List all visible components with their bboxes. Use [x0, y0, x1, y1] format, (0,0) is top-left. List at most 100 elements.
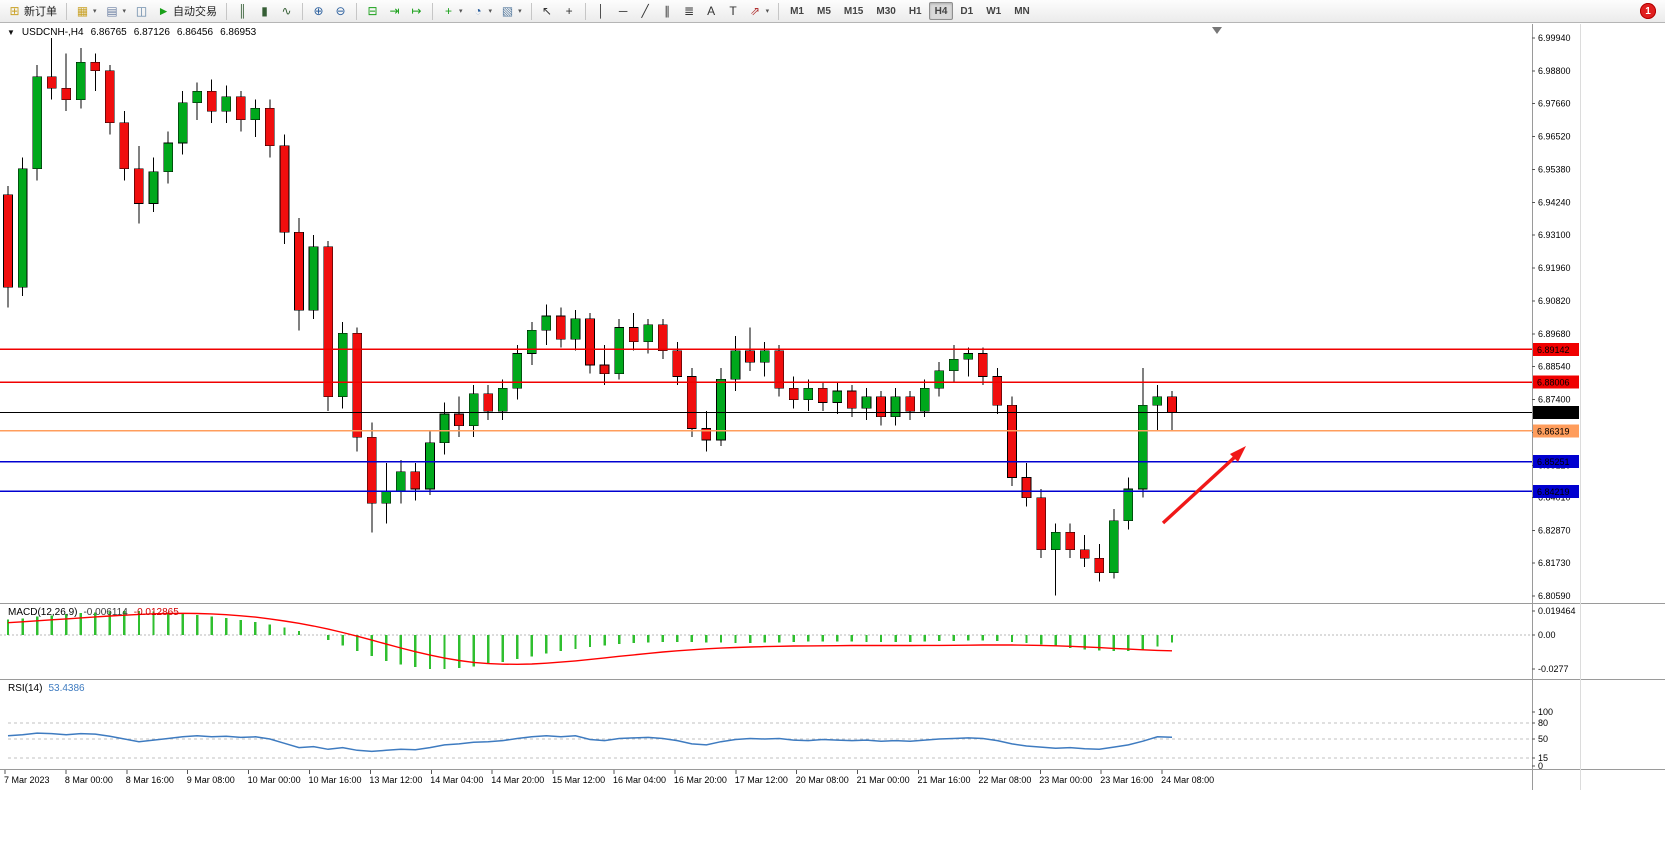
- macd-signal-line: [7, 612, 1173, 666]
- timeframe-mn-button-label: MN: [1014, 5, 1030, 17]
- price-tick-label: 6.88540: [1538, 362, 1571, 372]
- vline-icon: │: [597, 4, 605, 18]
- svg-text:6.85251: 6.85251: [1537, 457, 1570, 467]
- rsi-line: [7, 732, 1173, 753]
- price-tick-label: 6.90820: [1538, 296, 1571, 306]
- bar-chart-button[interactable]: ║: [232, 1, 253, 21]
- timeframe-d1-button-label: D1: [960, 5, 974, 17]
- price-label-chip: 6.85251: [1533, 455, 1579, 469]
- chart-open-value: 6.86765: [90, 27, 127, 38]
- toolbar-separator: [778, 2, 780, 20]
- trend-arrow[interactable]: [1161, 446, 1246, 525]
- vertical-line-button[interactable]: │: [591, 1, 612, 21]
- arrows-button[interactable]: ⇗ ▾: [745, 1, 774, 21]
- timeframe-mn-button[interactable]: MN: [1008, 2, 1036, 20]
- rsi-indicator-label: RSI(14) 53.4386: [8, 683, 85, 694]
- price-label-chip: 6.84219: [1533, 484, 1579, 498]
- cursor-button[interactable]: ↖: [537, 1, 558, 21]
- notification-badge[interactable]: 1: [1640, 3, 1656, 19]
- chart-shift-marker[interactable]: [1212, 27, 1222, 34]
- trendline-button[interactable]: ╱: [635, 1, 656, 21]
- text-button[interactable]: A: [701, 1, 722, 21]
- timeframe-h1-button[interactable]: H1: [903, 2, 928, 20]
- line-chart-button[interactable]: ∿: [276, 1, 297, 21]
- time-axis[interactable]: 7 Mar 2023 8 Mar 00:00 8 Mar 16:00 9 Mar 08…: [4, 770, 1214, 785]
- channel-icon: ∥: [664, 4, 671, 18]
- timeframe-h4-button-label: H4: [934, 5, 948, 17]
- periods-button[interactable]: ◔ ▾: [468, 1, 497, 21]
- auto-scroll-icon: ⇥: [389, 4, 400, 18]
- svg-text:100: 100: [1538, 707, 1553, 717]
- svg-text:6.89142: 6.89142: [1537, 345, 1570, 355]
- text-label-icon: T: [729, 4, 737, 18]
- toolbar-separator: [584, 2, 586, 20]
- timeframe-m30-button[interactable]: M30: [870, 2, 901, 20]
- time-tick-label: 8 Mar 00:00: [65, 775, 113, 785]
- macd-panel[interactable]: 0.019464 0.00 -0.0277: [0, 606, 1576, 674]
- new-chart-button[interactable]: ▦ ▾: [72, 1, 101, 21]
- bar-chart-icon: ║: [238, 4, 247, 18]
- templates-button[interactable]: ▧ ▾: [497, 1, 526, 21]
- arrows-button-dropdown[interactable]: ▾: [765, 8, 770, 15]
- price-tick-label: 6.80590: [1538, 591, 1571, 601]
- timeframe-w1-button[interactable]: W1: [980, 2, 1007, 20]
- chart-low-value: 6.86456: [176, 27, 214, 38]
- horizontal-line-button[interactable]: ─: [613, 1, 634, 21]
- tile-windows-button[interactable]: ⊟: [362, 1, 383, 21]
- profiles-icon: ▤: [106, 4, 118, 18]
- time-tick-label: 23 Mar 00:00: [1039, 775, 1092, 785]
- timeframe-m1-button[interactable]: M1: [784, 2, 810, 20]
- main-toolbar: ⊞ 新订单 ▦ ▾ ▤ ▾ ◫ ► 自动交易 ║ ▮ ∿ ⊕ ⊖ ⊟ ⇥ ↦ + ▾ ◔ ▾ ▧ ▾ ↖ + │ ─ ╱ ∥ ≣ A T ⇗ ▾ M…: [0, 0, 1665, 23]
- timeframe-m1-button-label: M1: [790, 5, 804, 17]
- templates-button-dropdown[interactable]: ▾: [518, 8, 522, 15]
- macd-value: -0.006114: [83, 607, 128, 618]
- autotrading-icon: ►: [157, 4, 170, 18]
- timeframe-h4-button[interactable]: H4: [928, 2, 954, 20]
- fibonacci-button[interactable]: ≣: [679, 1, 700, 21]
- new-chart-button-dropdown[interactable]: ▾: [93, 8, 97, 15]
- time-tick-label: 14 Mar 20:00: [491, 775, 544, 785]
- chart-menu-icon[interactable]: ▼: [7, 28, 15, 37]
- price-tick-label: 6.97660: [1538, 99, 1571, 109]
- trendline-icon: ╱: [641, 4, 649, 18]
- new-chart-icon: ▦: [76, 4, 89, 18]
- macd-axis[interactable]: 0.019464 0.00 -0.0277: [1532, 606, 1576, 674]
- indicators-button-dropdown[interactable]: ▾: [459, 8, 463, 15]
- channel-button[interactable]: ∥: [657, 1, 678, 21]
- timeframe-m15-button[interactable]: M15: [838, 2, 869, 20]
- svg-text:50: 50: [1538, 734, 1548, 744]
- autotrading-button-label: 自动交易: [173, 6, 218, 18]
- zoom-out-button[interactable]: ⊖: [330, 1, 351, 21]
- candlesticks: [3, 38, 1177, 596]
- crosshair-button[interactable]: +: [559, 1, 580, 21]
- zoom-out-icon: ⊖: [335, 4, 346, 18]
- indicators-button[interactable]: + ▾: [438, 1, 467, 21]
- profiles-button-dropdown[interactable]: ▾: [122, 8, 127, 15]
- time-tick-label: 16 Mar 20:00: [674, 775, 727, 785]
- timeframe-h1-button-label: H1: [908, 5, 922, 17]
- price-label-chip: 6.89142: [1533, 342, 1579, 356]
- price-axis[interactable]: 6.99940 6.98800 6.97660 6.96520 6.95380 6.942…: [1532, 33, 1571, 601]
- zoom-in-button[interactable]: ⊕: [308, 1, 329, 21]
- svg-text:6.86319: 6.86319: [1537, 426, 1570, 436]
- autotrading-button[interactable]: ► 自动交易: [153, 1, 221, 21]
- chart-shift-button[interactable]: ↦: [406, 1, 427, 21]
- data-window-button[interactable]: ◫: [131, 1, 152, 21]
- profiles-button[interactable]: ▤ ▾: [102, 1, 131, 21]
- text-label-button[interactable]: T: [723, 1, 744, 21]
- time-tick-label: 8 Mar 16:00: [126, 775, 174, 785]
- auto-scroll-button[interactable]: ⇥: [384, 1, 405, 21]
- chart-close-value: 6.86953: [220, 27, 257, 38]
- new-order-button[interactable]: ⊞ 新订单: [4, 1, 61, 21]
- price-tick-label: 6.93100: [1538, 230, 1571, 240]
- timeframe-d1-button[interactable]: D1: [954, 2, 979, 20]
- time-tick-label: 7 Mar 2023: [4, 775, 50, 785]
- time-tick-label: 23 Mar 16:00: [1100, 775, 1153, 785]
- periods-button-dropdown[interactable]: ▾: [488, 8, 493, 15]
- candlestick-chart-button[interactable]: ▮: [254, 1, 275, 21]
- timeframe-m5-button[interactable]: M5: [811, 2, 837, 20]
- time-tick-label: 21 Mar 16:00: [918, 775, 971, 785]
